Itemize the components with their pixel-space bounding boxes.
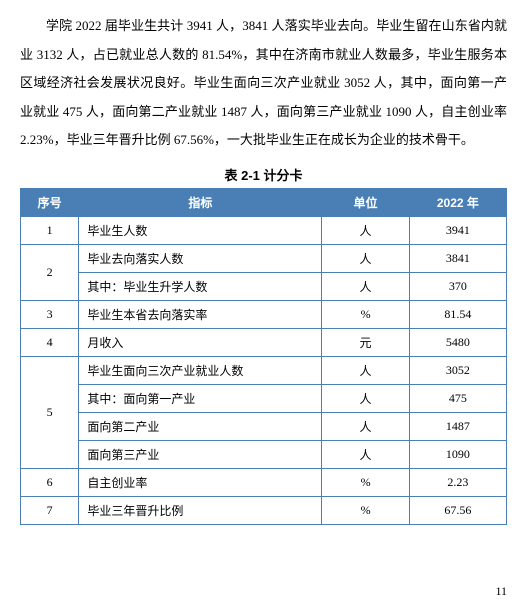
cell-value: 1090 xyxy=(409,440,506,468)
cell-unit: 人 xyxy=(322,440,409,468)
table-row: 面向第二产业 人 1487 xyxy=(21,412,507,440)
cell-value: 370 xyxy=(409,272,506,300)
cell-unit: 人 xyxy=(322,412,409,440)
cell-seq: 2 xyxy=(21,244,79,300)
table-caption: 表 2-1 计分卡 xyxy=(20,165,507,184)
table-header-row: 序号 指标 单位 2022 年 xyxy=(21,188,507,216)
cell-indicator: 月收入 xyxy=(79,328,322,356)
cell-value: 5480 xyxy=(409,328,506,356)
cell-indicator: 毕业三年晋升比例 xyxy=(79,496,322,524)
header-value: 2022 年 xyxy=(409,188,506,216)
cell-indicator: 面向第二产业 xyxy=(79,412,322,440)
cell-indicator: 其中：面向第一产业 xyxy=(79,384,322,412)
cell-seq: 3 xyxy=(21,300,79,328)
table-row: 5 毕业生面向三次产业就业人数 人 3052 xyxy=(21,356,507,384)
header-indicator: 指标 xyxy=(79,188,322,216)
cell-unit: 人 xyxy=(322,272,409,300)
table-row: 1 毕业生人数 人 3941 xyxy=(21,216,507,244)
cell-indicator: 其中：毕业生升学人数 xyxy=(79,272,322,300)
table-row: 其中：面向第一产业 人 475 xyxy=(21,384,507,412)
header-unit: 单位 xyxy=(322,188,409,216)
cell-indicator: 毕业生本省去向落实率 xyxy=(79,300,322,328)
header-seq: 序号 xyxy=(21,188,79,216)
cell-unit: 元 xyxy=(322,328,409,356)
cell-unit: 人 xyxy=(322,384,409,412)
table-row: 4 月收入 元 5480 xyxy=(21,328,507,356)
cell-unit: 人 xyxy=(322,244,409,272)
table-row: 2 毕业去向落实人数 人 3841 xyxy=(21,244,507,272)
page-number: 11 xyxy=(495,584,507,599)
cell-indicator: 毕业去向落实人数 xyxy=(79,244,322,272)
cell-indicator: 毕业生面向三次产业就业人数 xyxy=(79,356,322,384)
table-row: 其中：毕业生升学人数 人 370 xyxy=(21,272,507,300)
cell-value: 3941 xyxy=(409,216,506,244)
cell-value: 2.23 xyxy=(409,468,506,496)
cell-seq: 7 xyxy=(21,496,79,524)
table-row: 面向第三产业 人 1090 xyxy=(21,440,507,468)
body-paragraph: 学院 2022 届毕业生共计 3941 人，3841 人落实毕业去向。毕业生留在… xyxy=(20,12,507,155)
table-row: 7 毕业三年晋升比例 % 67.56 xyxy=(21,496,507,524)
table-row: 6 自主创业率 % 2.23 xyxy=(21,468,507,496)
table-row: 3 毕业生本省去向落实率 % 81.54 xyxy=(21,300,507,328)
cell-value: 3052 xyxy=(409,356,506,384)
cell-seq: 1 xyxy=(21,216,79,244)
cell-indicator: 自主创业率 xyxy=(79,468,322,496)
cell-seq: 5 xyxy=(21,356,79,468)
cell-value: 3841 xyxy=(409,244,506,272)
cell-value: 1487 xyxy=(409,412,506,440)
cell-unit: % xyxy=(322,300,409,328)
cell-unit: % xyxy=(322,468,409,496)
scorecard-table: 序号 指标 单位 2022 年 1 毕业生人数 人 3941 2 毕业去向落实人… xyxy=(20,188,507,525)
cell-seq: 4 xyxy=(21,328,79,356)
cell-unit: % xyxy=(322,496,409,524)
cell-indicator: 面向第三产业 xyxy=(79,440,322,468)
cell-unit: 人 xyxy=(322,356,409,384)
cell-indicator: 毕业生人数 xyxy=(79,216,322,244)
cell-value: 67.56 xyxy=(409,496,506,524)
cell-value: 81.54 xyxy=(409,300,506,328)
cell-seq: 6 xyxy=(21,468,79,496)
cell-unit: 人 xyxy=(322,216,409,244)
cell-value: 475 xyxy=(409,384,506,412)
